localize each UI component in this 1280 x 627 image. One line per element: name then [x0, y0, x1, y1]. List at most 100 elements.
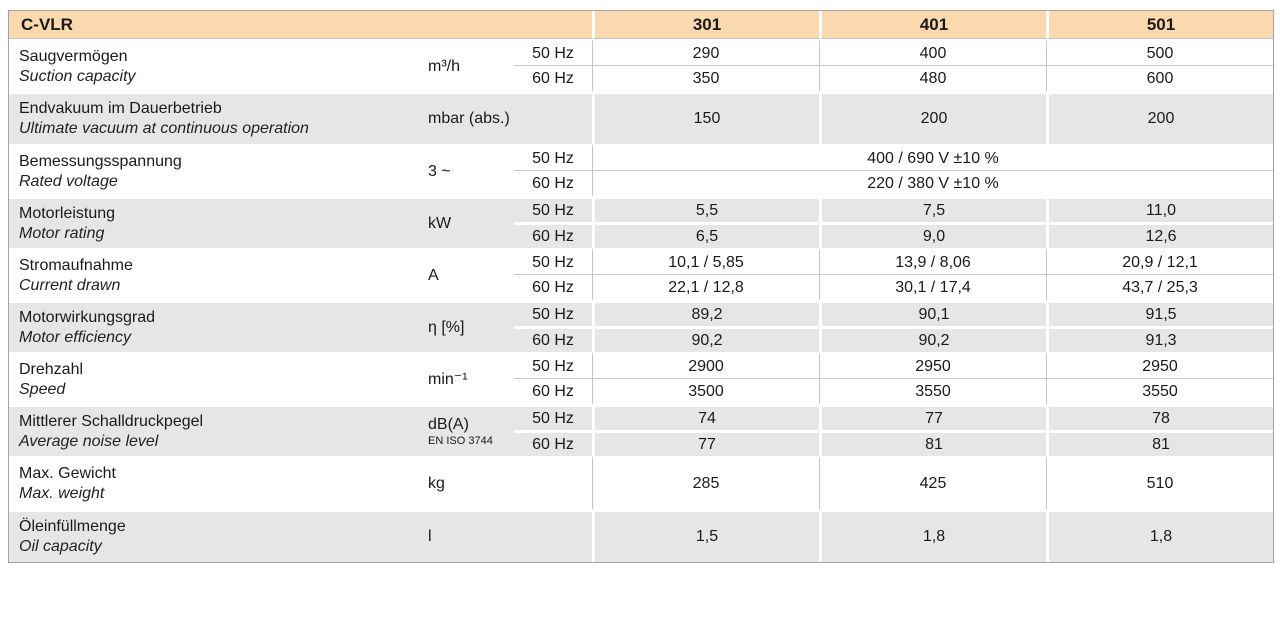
- row-label-de: Bemessungsspannung: [19, 152, 182, 170]
- freq-50hz-cell: 50 Hz: [514, 39, 593, 65]
- value-cell-401: 1,8: [819, 509, 1047, 562]
- unit-cell: kg: [401, 456, 593, 509]
- row-label-en: Ultimate vacuum at continuous operation: [19, 120, 309, 137]
- row-label-de: Motorwirkungsgrad: [19, 308, 156, 326]
- value-cell-301: 77: [592, 430, 820, 456]
- freq-60hz-cell: 60 Hz: [514, 222, 593, 248]
- value-cell-501: 81: [1046, 430, 1274, 456]
- value-cell-501: 91,5: [1046, 300, 1274, 326]
- unit-cell: min⁻¹: [401, 352, 514, 404]
- value-cell-401: 425: [819, 456, 1047, 509]
- row-label-en: Motor rating: [19, 224, 105, 242]
- row-label-de: Mittlerer Schalldruckpegel: [19, 412, 204, 430]
- unit-main: dB(A): [428, 416, 469, 434]
- spec-table: C-VLR 301 401 501 Saugvermögen Suction c…: [8, 10, 1275, 563]
- value-cell-501: 500: [1046, 39, 1274, 65]
- value-cell-301: 10,1 / 5,85: [592, 248, 820, 274]
- row-motor-rating: Motorleistung Motor rating kW 50 Hz 5,5 …: [9, 196, 1274, 248]
- value-cell-401: 13,9 / 8,06: [819, 248, 1047, 274]
- value-cell-401: 3550: [819, 378, 1047, 404]
- row-oil-capacity: Öleinfüllmenge Oil capacity l 1,5 1,8 1,…: [9, 509, 1274, 562]
- value-cell-501: 43,7 / 25,3: [1046, 274, 1274, 300]
- model-header-401: 401: [819, 11, 1047, 39]
- row-label-en: Suction capacity: [19, 67, 136, 85]
- value-cell-401: 400: [819, 39, 1047, 65]
- value-cell-401: 77: [819, 404, 1047, 430]
- value-cell-401: 2950: [819, 352, 1047, 378]
- value-cell-301: 90,2: [592, 326, 820, 352]
- row-label-de: Öleinfüllmenge: [19, 518, 126, 536]
- unit-cell: η [%]: [401, 300, 514, 352]
- row-speed: Drehzahl Speed min⁻¹ 50 Hz 2900 2950 295…: [9, 352, 1274, 404]
- row-label-de: Endvakuum im Dauerbetrieb: [19, 100, 222, 118]
- row-label: Mittlerer Schalldruckpegel Average noise…: [9, 404, 401, 456]
- row-label: Saugvermögen Suction capacity: [9, 39, 401, 91]
- unit-cell: mbar (abs.): [401, 91, 593, 144]
- row-label-en: Oil capacity: [19, 538, 102, 555]
- row-current-drawn: Stromaufnahme Current drawn A 50 Hz 10,1…: [9, 248, 1274, 300]
- row-label-en: Motor efficiency: [19, 328, 132, 346]
- row-rated-voltage: Bemessungsspannung Rated voltage 3 ~ 50 …: [9, 144, 1274, 196]
- value-cell-301: 150: [592, 91, 820, 144]
- value-cell-401: 480: [819, 65, 1047, 91]
- unit-cell: kW: [401, 196, 514, 248]
- value-cell-401: 81: [819, 430, 1047, 456]
- value-cell-301: 285: [592, 456, 820, 509]
- value-span-cell: 400 / 690 V ±10 %: [592, 144, 1274, 170]
- value-span-cell: 220 / 380 V ±10 %: [592, 170, 1274, 196]
- value-cell-301: 3500: [592, 378, 820, 404]
- value-cell-501: 12,6: [1046, 222, 1274, 248]
- value-cell-401: 90,1: [819, 300, 1047, 326]
- freq-50hz-cell: 50 Hz: [514, 300, 593, 326]
- unit-cell: l: [401, 509, 593, 562]
- row-label: Motorleistung Motor rating: [9, 196, 401, 248]
- row-label-de: Stromaufnahme: [19, 256, 133, 274]
- row-max-weight: Max. Gewicht Max. weight kg 285 425 510: [9, 456, 1274, 509]
- freq-50hz-cell: 50 Hz: [514, 352, 593, 378]
- value-cell-301: 290: [592, 39, 820, 65]
- row-noise-level: Mittlerer Schalldruckpegel Average noise…: [9, 404, 1274, 456]
- value-cell-301: 22,1 / 12,8: [592, 274, 820, 300]
- row-motor-efficiency: Motorwirkungsgrad Motor efficiency η [%]…: [9, 300, 1274, 352]
- value-cell-301: 74: [592, 404, 820, 430]
- row-label-en: Current drawn: [19, 276, 121, 294]
- value-cell-401: 9,0: [819, 222, 1047, 248]
- value-cell-501: 600: [1046, 65, 1274, 91]
- row-label: Bemessungsspannung Rated voltage: [9, 144, 401, 196]
- row-label-en: Rated voltage: [19, 172, 118, 190]
- freq-60hz-cell: 60 Hz: [514, 378, 593, 404]
- value-cell-301: 2900: [592, 352, 820, 378]
- table-title: C-VLR: [9, 11, 593, 39]
- row-label-de: Drehzahl: [19, 360, 84, 378]
- row-label-de: Max. Gewicht: [19, 465, 116, 483]
- table-header: C-VLR 301 401 501: [9, 11, 1274, 39]
- value-cell-501: 2950: [1046, 352, 1274, 378]
- value-cell-301: 5,5: [592, 196, 820, 222]
- row-label: Motorwirkungsgrad Motor efficiency: [9, 300, 401, 352]
- row-label-de: Motorleistung: [19, 204, 116, 222]
- value-cell-501: 1,8: [1046, 509, 1274, 562]
- value-cell-401: 200: [819, 91, 1047, 144]
- value-cell-401: 7,5: [819, 196, 1047, 222]
- row-label: Endvakuum im Dauerbetrieb Ultimate vacuu…: [9, 91, 401, 144]
- freq-50hz-cell: 50 Hz: [514, 404, 593, 430]
- header-row: C-VLR 301 401 501: [9, 11, 1274, 39]
- value-cell-301: 350: [592, 65, 820, 91]
- value-cell-501: 78: [1046, 404, 1274, 430]
- freq-50hz-cell: 50 Hz: [514, 248, 593, 274]
- row-label-en: Speed: [19, 380, 66, 398]
- freq-60hz-cell: 60 Hz: [514, 274, 593, 300]
- freq-50hz-cell: 50 Hz: [514, 196, 593, 222]
- value-cell-301: 89,2: [592, 300, 820, 326]
- freq-60hz-cell: 60 Hz: [514, 65, 593, 91]
- value-cell-401: 30,1 / 17,4: [819, 274, 1047, 300]
- unit-note: EN ISO 3744: [428, 434, 493, 447]
- row-label: Max. Gewicht Max. weight: [9, 456, 401, 509]
- row-label-en: Max. weight: [19, 485, 105, 502]
- value-cell-501: 91,3: [1046, 326, 1274, 352]
- unit-cell: A: [401, 248, 514, 300]
- row-label: Stromaufnahme Current drawn: [9, 248, 401, 300]
- unit-cell: 3 ~: [401, 144, 514, 196]
- value-cell-501: 3550: [1046, 378, 1274, 404]
